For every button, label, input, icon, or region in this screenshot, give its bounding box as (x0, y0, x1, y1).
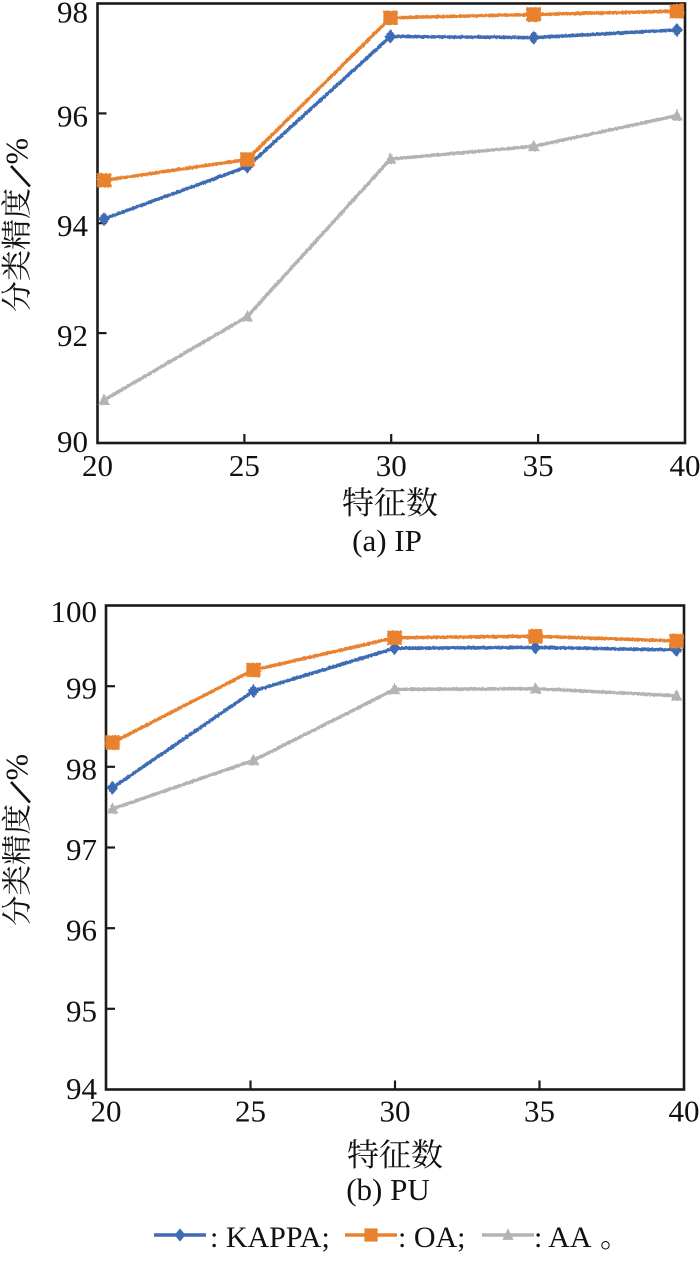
svg-text:98: 98 (66, 751, 97, 786)
svg-text:20: 20 (82, 448, 113, 483)
svg-text:95: 95 (66, 993, 97, 1028)
svg-text:25: 25 (229, 448, 260, 483)
svg-text:94: 94 (57, 208, 89, 243)
svg-text:100: 100 (51, 594, 98, 629)
svg-text:25: 25 (235, 1094, 266, 1129)
svg-text:40: 40 (670, 448, 700, 483)
svg-text:98: 98 (57, 0, 88, 30)
svg-text:96: 96 (57, 98, 88, 133)
svg-text:: KAPPA;: : KAPPA; (210, 1221, 330, 1254)
svg-text:97: 97 (66, 832, 97, 867)
svg-text:(b) PU: (b) PU (346, 1172, 430, 1207)
svg-text:: AA: : AA (534, 1221, 592, 1254)
svg-text:%: % (0, 138, 35, 165)
svg-text:99: 99 (66, 671, 97, 706)
svg-text:30: 30 (380, 1094, 411, 1129)
svg-text:92: 92 (57, 318, 88, 353)
svg-text:30: 30 (376, 448, 407, 483)
svg-text:%: % (0, 754, 35, 781)
svg-text:20: 20 (91, 1094, 122, 1129)
svg-text:35: 35 (524, 1094, 555, 1129)
svg-text:(a) IP: (a) IP (352, 523, 422, 558)
svg-text:40: 40 (669, 1094, 700, 1129)
svg-text:96: 96 (66, 913, 97, 948)
svg-text:35: 35 (523, 448, 554, 483)
svg-text:: OA;: : OA; (398, 1221, 466, 1254)
